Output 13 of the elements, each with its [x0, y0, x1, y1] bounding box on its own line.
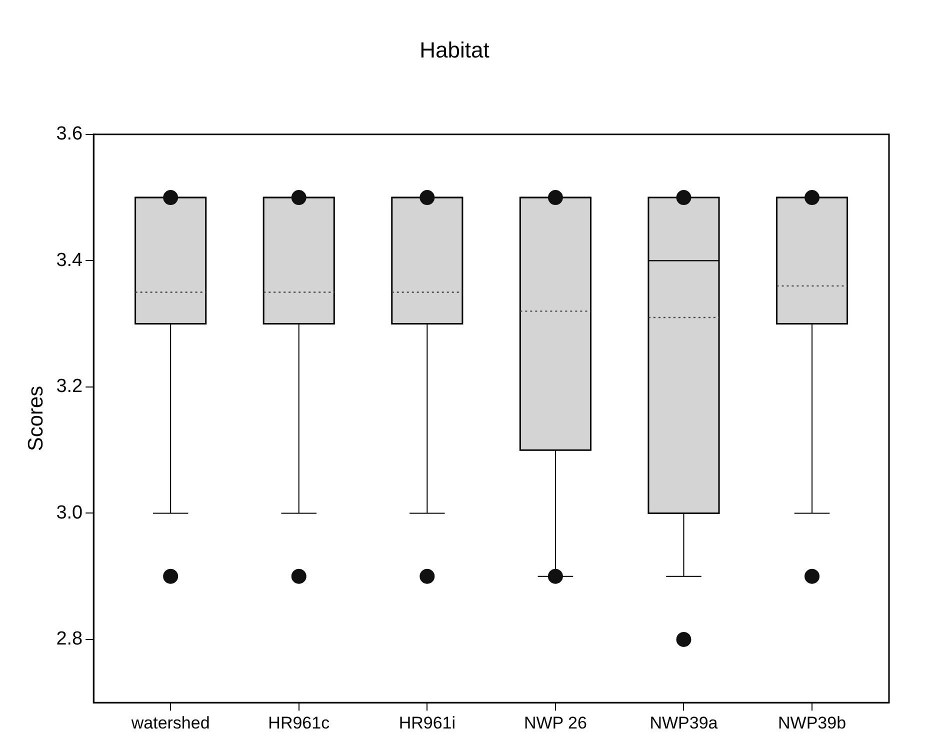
y-tick-label: 3.0 — [56, 502, 83, 524]
x-tick-label: watershed — [130, 713, 210, 732]
chart-title: Habitat — [420, 37, 490, 62]
y-axis-title: Scores — [24, 386, 48, 452]
y-tick-label: 3.6 — [56, 124, 83, 145]
x-tick-label: NWP39b — [778, 713, 846, 732]
x-tick-label: NWP 26 — [524, 713, 587, 732]
y-tick-label: 3.4 — [56, 250, 84, 271]
y-tick-label: 2.8 — [56, 628, 83, 650]
y-tick-label: 3.2 — [56, 376, 83, 398]
x-tick-label: NWP39a — [650, 713, 718, 732]
x-tick-label: HR961i — [398, 713, 456, 732]
x-tick-label: HR961c — [268, 713, 330, 732]
